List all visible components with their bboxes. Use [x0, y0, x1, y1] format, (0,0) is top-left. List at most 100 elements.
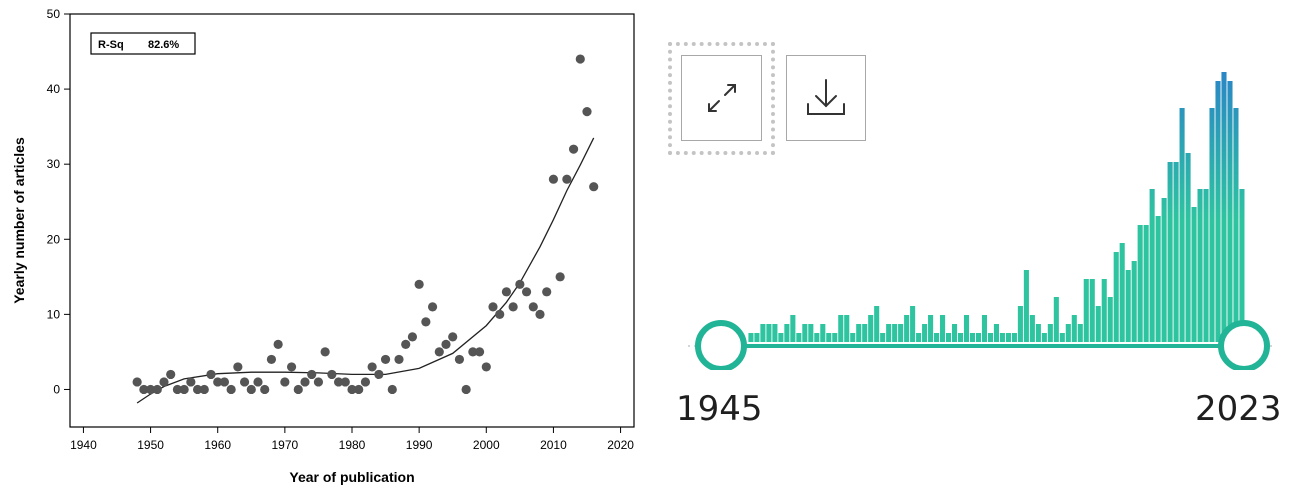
histogram-bar	[874, 306, 880, 342]
data-point	[421, 317, 431, 327]
histogram-bar	[1095, 306, 1101, 342]
histogram-bar	[1059, 333, 1065, 342]
histogram-bar	[1113, 252, 1119, 342]
data-point	[280, 377, 290, 387]
histogram-bar	[820, 324, 826, 342]
data-point	[132, 377, 142, 387]
range-start-handle[interactable]	[695, 320, 747, 370]
histogram-bar	[1101, 279, 1107, 342]
range-end-handle[interactable]	[1218, 320, 1270, 370]
data-point	[461, 384, 471, 395]
histogram-bar	[993, 324, 999, 342]
data-point	[515, 279, 525, 289]
data-point	[199, 384, 209, 395]
data-point	[172, 384, 183, 395]
data-point	[360, 377, 371, 387]
histogram-bar	[1161, 198, 1167, 342]
histogram-bar	[1011, 333, 1017, 342]
histogram-bar	[1173, 162, 1179, 342]
histogram-bar	[1005, 333, 1011, 342]
data-point	[246, 384, 256, 395]
histogram-bar	[1143, 225, 1149, 342]
y-axis-label: Yearly number of articles	[11, 137, 27, 304]
histogram-bar	[910, 306, 916, 342]
histogram-bar	[1017, 306, 1023, 342]
data-point	[401, 339, 411, 349]
data-point	[300, 377, 310, 387]
download-icon	[807, 79, 845, 115]
plot-frame	[69, 13, 635, 428]
histogram-bar	[892, 324, 898, 342]
histogram-bar	[981, 315, 988, 342]
y-tick-label: 50	[47, 7, 61, 21]
histogram-bar	[1203, 189, 1209, 342]
histogram-bar	[975, 333, 982, 342]
histogram-bar	[928, 315, 934, 342]
data-point	[582, 107, 592, 117]
histogram-bar	[862, 324, 868, 342]
histogram-bar	[1209, 108, 1215, 342]
histogram-bar	[916, 333, 922, 342]
histogram-bar	[814, 333, 820, 342]
histogram-bar	[844, 315, 850, 342]
histogram-bar	[969, 333, 976, 342]
histogram-bar	[922, 324, 928, 342]
data-point	[589, 182, 599, 192]
data-point	[260, 384, 270, 395]
histogram-bar	[856, 324, 862, 342]
histogram-bar	[946, 333, 952, 342]
histogram-bar	[1077, 324, 1083, 342]
histogram-bar	[886, 324, 892, 342]
x-tick-label: 1980	[339, 438, 366, 452]
data-point	[340, 377, 350, 387]
year-histogram	[688, 72, 1275, 370]
histogram-bar	[850, 333, 856, 342]
histogram-bar	[1221, 72, 1227, 342]
histogram-bar	[1053, 297, 1059, 342]
histogram-bar	[778, 333, 784, 342]
rsq-box	[90, 32, 196, 55]
data-point	[159, 377, 169, 387]
histogram-bar	[772, 324, 778, 342]
histogram-bar	[904, 315, 910, 342]
data-point	[273, 339, 283, 349]
data-point	[286, 362, 297, 372]
data-point	[367, 362, 377, 372]
data-point	[233, 362, 243, 372]
data-point	[374, 369, 384, 380]
histogram-bar	[1065, 324, 1071, 342]
rsq-value: 82.6%	[148, 39, 179, 51]
histogram-bar	[1125, 270, 1131, 342]
histogram-bar	[1035, 324, 1041, 342]
data-point	[354, 384, 364, 395]
x-axis-label: Year of publication	[289, 469, 414, 485]
histogram-bar	[1071, 315, 1077, 342]
histogram-bar	[898, 324, 904, 342]
histogram-bar	[1227, 81, 1233, 342]
histogram-bar	[766, 324, 772, 342]
x-tick-label: 1970	[272, 438, 299, 452]
histogram-bar	[826, 333, 832, 342]
histogram-bar	[1167, 162, 1173, 342]
download-button[interactable]	[786, 55, 866, 141]
histogram-bar	[1119, 243, 1125, 342]
x-tick-label: 2000	[473, 438, 500, 452]
histogram-bar	[880, 333, 886, 342]
histogram-bar	[808, 324, 814, 342]
histogram-bar	[1047, 324, 1053, 342]
data-point	[501, 287, 512, 297]
data-point	[562, 174, 572, 184]
data-point	[495, 309, 505, 319]
histogram-bar	[760, 324, 766, 342]
data-point	[293, 384, 303, 395]
data-point	[186, 377, 196, 387]
expand-button[interactable]	[681, 55, 762, 141]
histogram-bar	[832, 333, 838, 342]
data-point	[575, 54, 585, 64]
data-point	[468, 347, 478, 357]
data-point	[481, 362, 491, 372]
histogram-bar	[987, 333, 994, 342]
x-tick-label: 2020	[607, 438, 634, 452]
y-tick-label: 30	[47, 157, 61, 171]
data-point	[239, 377, 250, 387]
